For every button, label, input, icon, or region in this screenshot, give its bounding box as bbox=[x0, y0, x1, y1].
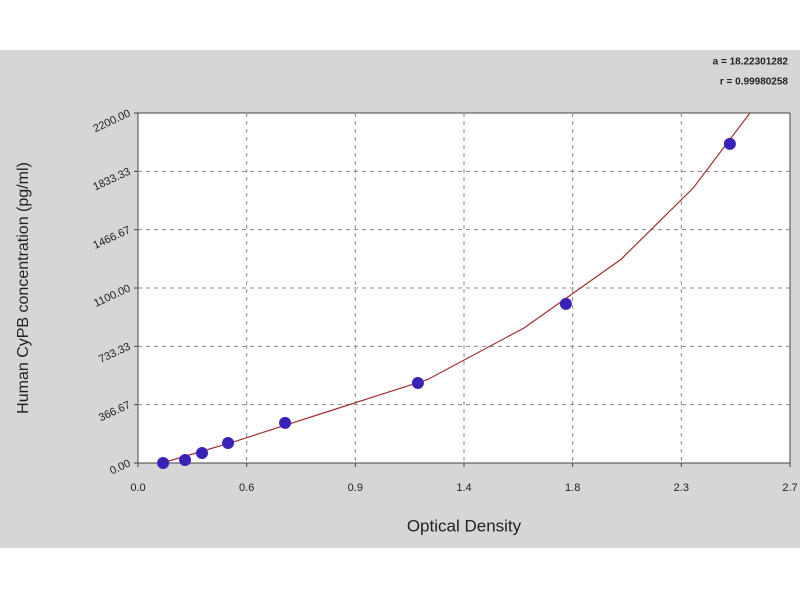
data-point bbox=[157, 457, 170, 469]
data-point bbox=[179, 453, 192, 466]
fit-curve bbox=[161, 112, 751, 464]
x-tick-label: 0.9 bbox=[348, 482, 363, 494]
annotation: r = 0.99980258 bbox=[720, 77, 789, 88]
data-point bbox=[195, 446, 208, 459]
y-axis-label: Human CyPB concentration (pg/ml) bbox=[15, 162, 32, 414]
x-tick-label: 0.6 bbox=[239, 482, 254, 494]
x-tick-label: 0.0 bbox=[130, 482, 145, 494]
x-tick-label: 1.8 bbox=[565, 482, 580, 494]
annotation: a = 18.22301282 bbox=[713, 57, 789, 68]
x-tick-label: 2.3 bbox=[674, 482, 689, 494]
data-point bbox=[559, 297, 572, 310]
x-axis-label: Optical Density bbox=[407, 516, 522, 535]
x-tick-label: 2.7 bbox=[782, 482, 797, 494]
data-point bbox=[411, 376, 424, 389]
data-point bbox=[723, 137, 736, 150]
x-tick-label: 1.4 bbox=[456, 482, 471, 494]
data-point bbox=[222, 436, 235, 449]
data-point bbox=[279, 416, 292, 429]
